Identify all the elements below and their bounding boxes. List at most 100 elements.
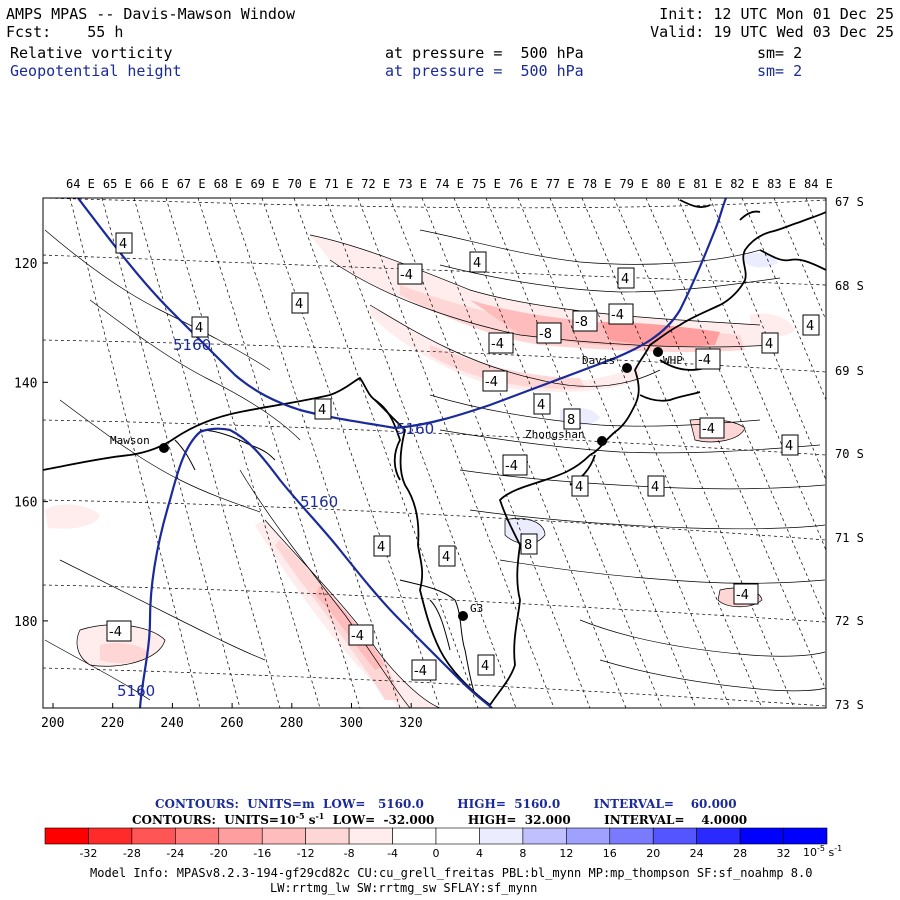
height-labels: 5160 5160 5160 5160 bbox=[117, 336, 434, 700]
colorbar-swatch bbox=[44, 827, 89, 845]
station-label-zhongshan: Zhongshan bbox=[525, 428, 585, 441]
colorbar-swatch bbox=[218, 827, 263, 845]
longitude-label: 77 E bbox=[546, 177, 575, 191]
colorbar-label: 24 bbox=[690, 847, 704, 860]
colorbar-labels: -32 -28 -24 -20 -16 -12 -8 -4 0 4 8 12 16 20 24 28 32 bbox=[79, 847, 790, 860]
vort-label: 4 bbox=[765, 337, 773, 352]
colorbar-swatch bbox=[609, 827, 654, 845]
colorbar-label: -8 bbox=[344, 847, 355, 860]
vort-label: 4 bbox=[575, 480, 583, 495]
station-marker-mawson bbox=[159, 443, 169, 453]
model-info-line2: LW:rrtmg_lw SW:rrtmg_sw SFLAY:sf_mynn bbox=[270, 881, 538, 895]
vort-label: 4 bbox=[295, 297, 303, 312]
height-label: 5160 bbox=[117, 682, 155, 700]
x-tick-label: 300 bbox=[340, 716, 363, 731]
y-tick-label: 120 bbox=[14, 257, 37, 272]
colorbar-unit: 10-5 s-1 bbox=[803, 844, 842, 859]
vort-label: -4 bbox=[698, 353, 711, 368]
vort-label: 4 bbox=[318, 403, 326, 418]
vort-label: 4 bbox=[651, 480, 659, 495]
colorbar-swatch bbox=[522, 827, 567, 845]
y-tick-label: 180 bbox=[14, 615, 37, 630]
longitude-label: 74 E bbox=[435, 177, 464, 191]
colorbar-swatch bbox=[261, 827, 306, 845]
vort-label: 4 bbox=[537, 398, 545, 413]
colorbar-label: -24 bbox=[166, 847, 184, 860]
longitude-label: 81 E bbox=[693, 177, 722, 191]
x-tick-label: 260 bbox=[220, 716, 243, 731]
vort-label: -4 bbox=[414, 664, 427, 679]
field-1-level: at pressure = 500 hPa bbox=[385, 44, 584, 62]
station-markers bbox=[159, 347, 663, 621]
station-marker-whp bbox=[653, 347, 663, 357]
field-1-name: Relative vorticity bbox=[10, 44, 173, 62]
latitude-label: 68 S bbox=[835, 279, 864, 293]
meridian-lines bbox=[69, 198, 826, 708]
vort-label: -4 bbox=[702, 422, 715, 437]
x-tick-label: 280 bbox=[280, 716, 303, 731]
vort-label: 8 bbox=[567, 413, 575, 428]
colorbar-label: -28 bbox=[123, 847, 141, 860]
longitude-label: 68 E bbox=[214, 177, 243, 191]
colorbar-label: -4 bbox=[387, 847, 398, 860]
ice-boundaries bbox=[174, 429, 476, 696]
vort-label: -8 bbox=[539, 327, 552, 342]
latitude-labels: 67 S 68 S 69 S 70 S 71 S 72 S 73 S bbox=[835, 195, 864, 712]
vort-label: -4 bbox=[351, 629, 364, 644]
station-label-g3: G3 bbox=[470, 602, 483, 615]
longitude-label: 65 E bbox=[103, 177, 132, 191]
colorbar bbox=[44, 827, 828, 845]
vort-label: -4 bbox=[400, 268, 413, 283]
longitude-label: 82 E bbox=[730, 177, 759, 191]
colorbar-swatch bbox=[348, 827, 393, 845]
longitude-label: 70 E bbox=[287, 177, 316, 191]
vort-label: 4 bbox=[442, 550, 450, 565]
longitude-label: 71 E bbox=[324, 177, 353, 191]
longitude-label: 80 E bbox=[656, 177, 685, 191]
longitude-labels: 64 E 65 E 66 E 67 E 68 E 69 E 70 E 71 E 72 E 73 E… bbox=[66, 177, 833, 191]
colorbar-label: 0 bbox=[433, 847, 440, 860]
vort-label: 4 bbox=[806, 319, 814, 334]
station-marker-zhongshan bbox=[597, 436, 607, 446]
vort-label: -4 bbox=[611, 308, 624, 323]
station-label-davis: Davis bbox=[582, 354, 615, 367]
vort-label: 4 bbox=[195, 321, 203, 336]
colorbar-label: 8 bbox=[519, 847, 526, 860]
latitude-label: 73 S bbox=[835, 698, 864, 712]
longitude-label: 78 E bbox=[583, 177, 612, 191]
station-label-mawson: Mawson bbox=[110, 434, 150, 447]
colorbar-label: 16 bbox=[603, 847, 617, 860]
model-info-line1: Model Info: MPASv8.2.3-194-gf29cd82c CU:… bbox=[90, 866, 813, 880]
vort-label: -4 bbox=[485, 375, 498, 390]
latitude-label: 72 S bbox=[835, 614, 864, 628]
height-label: 5160 bbox=[173, 336, 211, 354]
colorbar-label: -16 bbox=[253, 847, 271, 860]
vorticity-contours bbox=[44, 229, 826, 708]
vort-label: -4 bbox=[736, 588, 749, 603]
vort-label: 4 bbox=[481, 659, 489, 674]
vort-label: -4 bbox=[109, 625, 122, 640]
colorbar-label: 12 bbox=[559, 847, 573, 860]
colorbar-label: 32 bbox=[777, 847, 791, 860]
colorbar-label: 28 bbox=[733, 847, 747, 860]
colorbar-label: -20 bbox=[210, 847, 228, 860]
field-1-sm: sm= 2 bbox=[757, 44, 803, 62]
longitude-label: 67 E bbox=[177, 177, 206, 191]
colorbar-swatch bbox=[479, 827, 524, 845]
colorbar-swatch bbox=[783, 827, 828, 845]
latitude-label: 70 S bbox=[835, 447, 864, 461]
colorbar-swatch bbox=[435, 827, 480, 845]
x-axis-ticks: 200 220 240 260 280 300 320 bbox=[41, 703, 423, 731]
vorticity-labels: 4 4 4 4 -4 4 -4 -8 -8 -4 -4 -4 4 4 4 8 4… bbox=[106, 232, 820, 681]
longitude-label: 83 E bbox=[767, 177, 796, 191]
vort-label: 4 bbox=[119, 237, 127, 252]
latitude-label: 67 S bbox=[835, 195, 864, 209]
geopotential-height-contours bbox=[77, 198, 728, 708]
longitude-label: 73 E bbox=[398, 177, 427, 191]
longitude-label: 64 E bbox=[66, 177, 95, 191]
longitude-label: 84 E bbox=[804, 177, 833, 191]
field-2-name: Geopotential height bbox=[10, 62, 182, 80]
x-tick-label: 220 bbox=[101, 716, 124, 731]
map-area bbox=[43, 198, 826, 708]
longitude-label: 79 E bbox=[620, 177, 649, 191]
